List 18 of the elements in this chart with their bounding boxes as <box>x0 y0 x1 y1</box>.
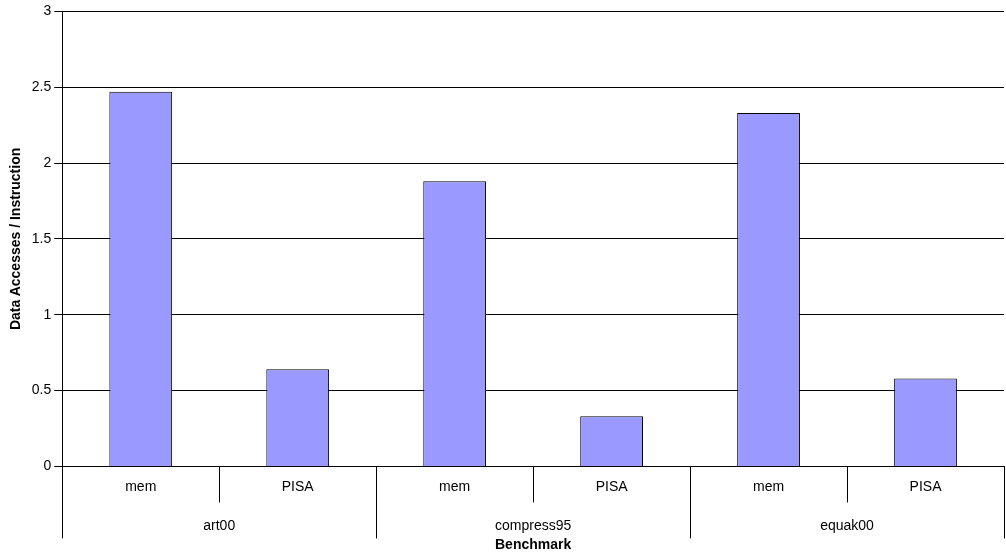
text: compress95 <box>495 517 572 534</box>
y-tick-label: 2.5 <box>31 78 52 95</box>
x-tick-label: PISA <box>909 477 943 494</box>
y-axis-title: Data Accesses / Instruction <box>7 147 24 331</box>
y-tick-label: 0.5 <box>31 381 52 398</box>
y-tick-label: 0 <box>43 457 52 474</box>
y-tick-label: 1.5 <box>31 229 52 246</box>
y-tick-label: 1 <box>43 305 52 322</box>
y-tick-label: 2 <box>43 153 52 170</box>
x-tick-label: mem <box>753 477 785 494</box>
x-tick-label: PISA <box>281 477 315 494</box>
text: equak00 <box>820 517 875 534</box>
x-tick-label: mem <box>439 477 471 494</box>
x-axis-title: Benchmark <box>495 536 572 553</box>
y-tick-label: 3 <box>43 2 52 19</box>
x-tick-label: PISA <box>595 477 629 494</box>
x-tick-label: mem <box>125 477 157 494</box>
text: art00 <box>203 517 236 534</box>
